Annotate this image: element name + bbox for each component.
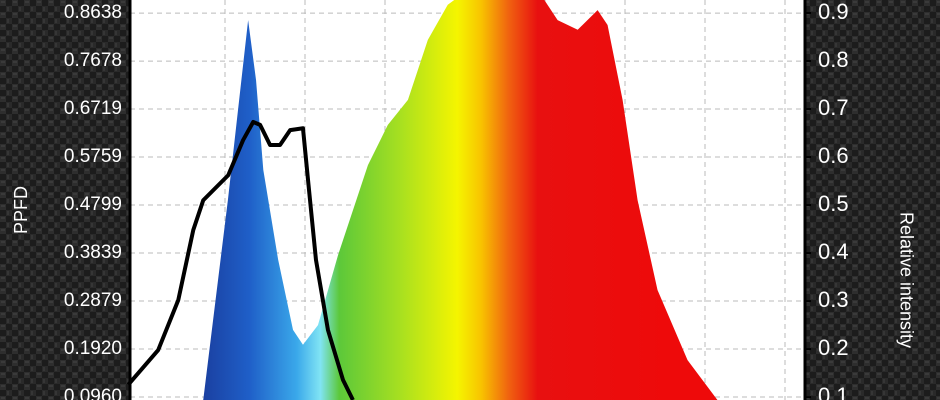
y-tick-label: 0.6719: [64, 98, 122, 119]
y-tick-label: 0.4799: [64, 194, 122, 215]
y2-tick-label: 0.7: [818, 95, 849, 120]
y-tick-label: 0.8638: [64, 2, 122, 23]
y-tick-label: 0.1920: [64, 338, 122, 359]
y2-tick-label: 0.9: [818, 0, 849, 24]
y-tick-label: 0.5759: [64, 146, 122, 167]
y-tick-label: 0.3839: [64, 242, 122, 263]
intensity-line: [126, 119, 355, 400]
y2-tick-label: 0.1: [818, 383, 849, 400]
y2-tick-label: 0.8: [818, 47, 849, 72]
spectrum-area: [203, 0, 718, 400]
y2-tick-label: 0.5: [818, 191, 849, 216]
y2-tick-label: 0.3: [818, 287, 849, 312]
y-tick-label: 0.2879: [64, 290, 122, 311]
y-axis-label: PPFD: [11, 186, 31, 234]
y-tick-label: 0.0960: [64, 386, 122, 400]
y2-tick-label: 0.6: [818, 143, 849, 168]
y2-tick-label: 0.2: [818, 335, 849, 360]
y2-axis-label: Relative intensity: [896, 212, 916, 348]
y2-tick-label: 0.4: [818, 239, 849, 264]
y-tick-label: 0.7678: [64, 50, 122, 71]
